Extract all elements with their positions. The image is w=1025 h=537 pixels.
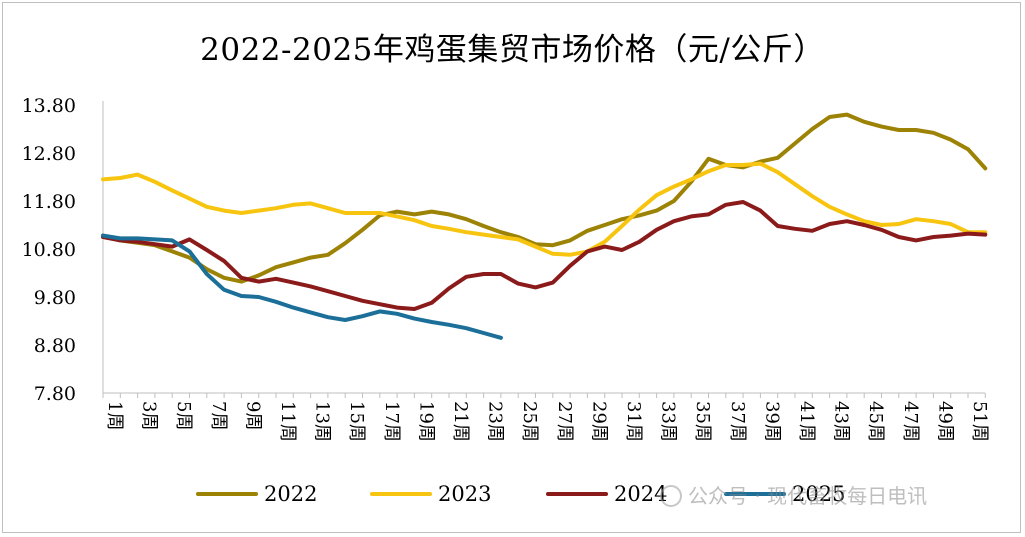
x-tick-label: 49周: [934, 401, 955, 442]
x-tick-label: 47周: [900, 401, 921, 442]
legend-label-2023: 2023: [438, 482, 491, 506]
watermark-text: 公众号 · 现代畜牧每日电讯: [688, 484, 928, 508]
x-tick-label: 27周: [554, 401, 575, 442]
x-tick-label: 23周: [485, 401, 506, 442]
x-tick-label: 9周: [242, 401, 263, 430]
y-tick-label: 7.80: [34, 383, 76, 405]
y-tick-label: 9.80: [34, 287, 76, 309]
series-line-2024: [101, 200, 988, 311]
x-tick-label: 21周: [450, 401, 471, 442]
x-tick-label: 29周: [588, 401, 609, 442]
series-line-2022: [101, 112, 988, 284]
y-tick-label: 10.80: [22, 239, 76, 261]
chart-title: 2022-2025年鸡蛋集贸市场价格（元/公斤）: [200, 32, 825, 68]
x-tick-label: 15周: [346, 401, 367, 442]
x-tick-label: 7周: [208, 401, 229, 430]
series-line-2023: [101, 161, 988, 257]
x-tick-label: 17周: [381, 401, 402, 442]
legend-label-2022: 2022: [264, 482, 317, 506]
x-tick-label: 37周: [727, 401, 748, 442]
x-tick-label: 33周: [658, 401, 679, 442]
y-tick-label: 13.80: [22, 95, 76, 117]
x-tick-label: 13周: [312, 401, 333, 442]
wechat-icon: [660, 485, 682, 507]
x-tick-label: 39周: [761, 401, 782, 442]
x-tick-label: 1周: [104, 401, 125, 430]
legend-label-2025: 2025: [792, 482, 845, 506]
x-tick-label: 25周: [519, 401, 540, 442]
watermark: 公众号 · 现代畜牧每日电讯: [660, 480, 927, 509]
y-tick-label: 11.80: [22, 191, 76, 213]
series-line-2025: [101, 233, 503, 340]
x-tick-label: 11周: [277, 401, 298, 442]
x-tick-label: 31周: [623, 401, 644, 442]
y-tick-label: 12.80: [22, 143, 76, 165]
x-tick-label: 35周: [692, 401, 713, 442]
x-tick-label: 43周: [831, 401, 852, 442]
y-tick-label: 8.80: [34, 335, 76, 357]
x-tick-label: 3周: [139, 401, 160, 430]
legend-label-2024: 2024: [614, 482, 667, 506]
x-tick-label: 45周: [865, 401, 886, 442]
x-tick-label: 51周: [969, 401, 990, 442]
x-tick-label: 19周: [415, 401, 436, 442]
x-tick-label: 5周: [173, 401, 194, 430]
x-tick-label: 41周: [796, 401, 817, 442]
